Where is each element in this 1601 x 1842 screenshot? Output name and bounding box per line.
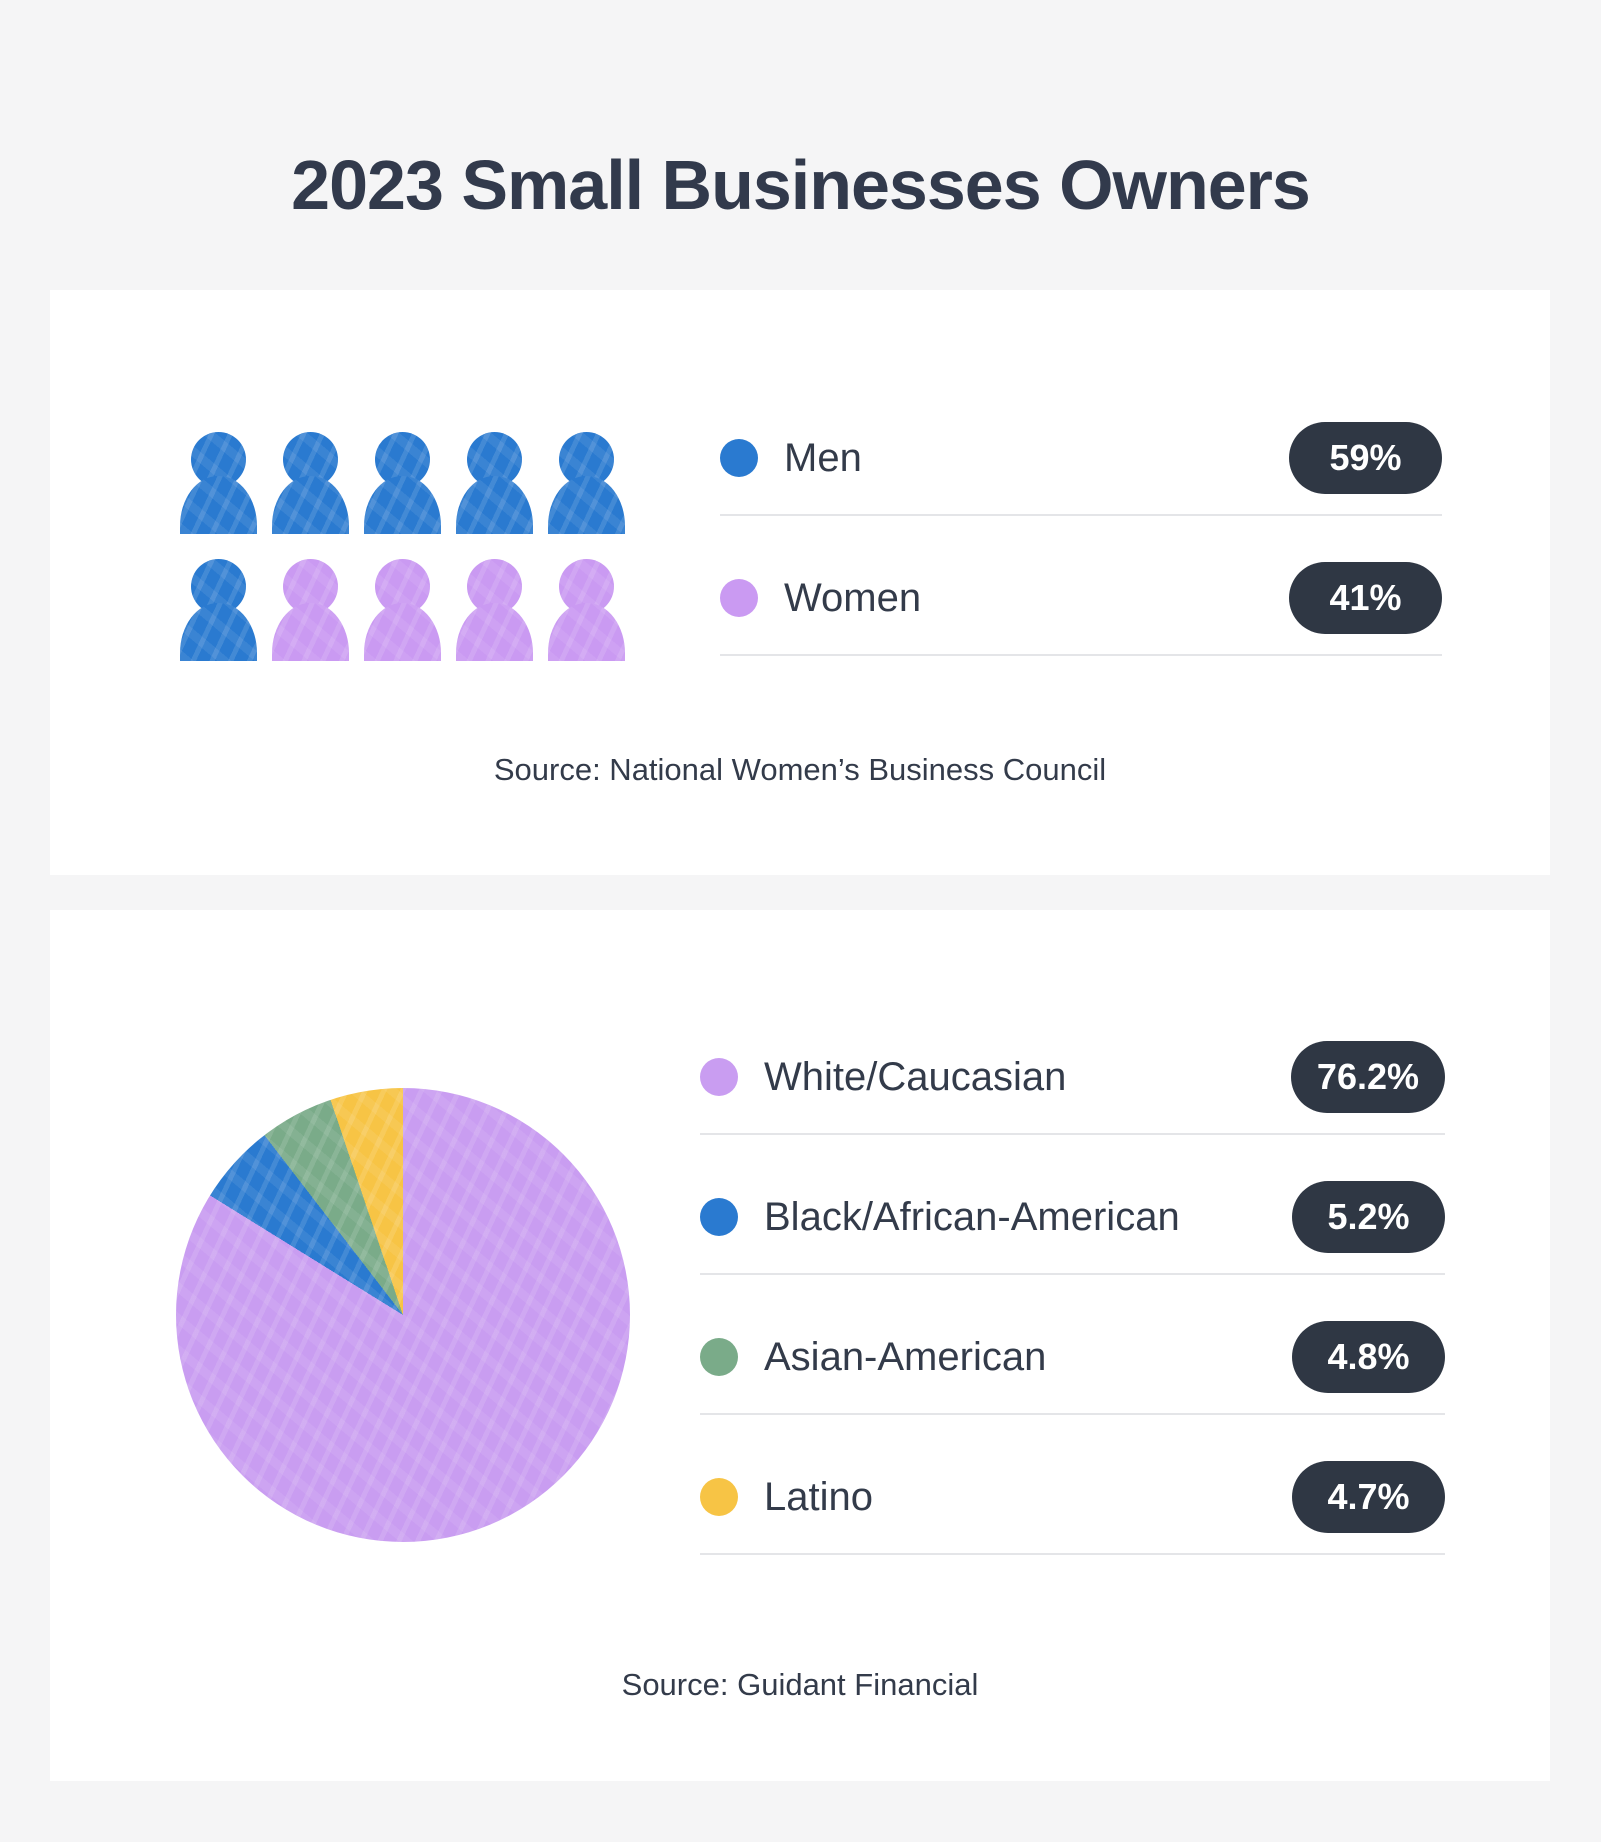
value-pill-badge: 4.7% [1292,1461,1445,1533]
legend-divider [700,1553,1445,1555]
legend-row: Asian-American 4.8% [700,1301,1445,1413]
man-person-icon [180,559,257,661]
legend-row: White/Caucasian 76.2% [700,1021,1445,1133]
legend-divider [720,654,1442,656]
value-pill-badge: 59% [1289,422,1442,494]
gender-source-text: Source: National Women’s Business Counci… [493,752,1107,787]
ethnicity-pie-chart [176,1088,630,1542]
value-pill-badge: 4.8% [1292,1321,1445,1393]
ethnicity-legend: White/Caucasian 76.2% Black/African-Amer… [700,1021,1445,1581]
man-person-icon [548,432,625,534]
legend-dot-icon [700,1198,738,1236]
legend-row: Latino 4.7% [700,1441,1445,1553]
legend-row: Women 41% [720,542,1442,654]
gender-pictogram [180,432,632,661]
ethnicity-chart-card: White/Caucasian 76.2% Black/African-Amer… [50,910,1550,1781]
man-person-icon [456,432,533,534]
legend-dot-icon [720,579,758,617]
legend-dot-icon [700,1338,738,1376]
value-pill-badge: 76.2% [1290,1041,1445,1113]
woman-person-icon [364,559,441,661]
legend-dot-icon [720,439,758,477]
legend-label: Asian-American [764,1334,1047,1379]
legend-row: Black/African-American 5.2% [700,1161,1445,1273]
man-person-icon [272,432,349,534]
gender-legend: Men 59% Women 41% [720,402,1442,682]
legend-divider [720,514,1442,516]
woman-person-icon [548,559,625,661]
man-person-icon [364,432,441,534]
woman-person-icon [456,559,533,661]
man-person-icon [180,432,257,534]
value-pill-badge: 5.2% [1292,1181,1445,1253]
legend-label: Men [784,435,862,480]
legend-divider [700,1273,1445,1275]
page-title: 2023 Small Businesses Owners [291,145,1311,224]
legend-label: Women [784,575,922,620]
value-pill-badge: 41% [1289,562,1442,634]
ethnicity-source-text: Source: Guidant Financial [621,1667,979,1702]
legend-divider [700,1133,1445,1135]
legend-label: Black/African-American [764,1194,1180,1239]
woman-person-icon [272,559,349,661]
legend-label: White/Caucasian [764,1054,1067,1099]
legend-label: Latino [764,1474,873,1519]
legend-row: Men 59% [720,402,1442,514]
gender-chart-card: Men 59% Women 41% Source: National Women… [50,290,1550,875]
legend-dot-icon [700,1058,738,1096]
legend-divider [700,1413,1445,1415]
legend-dot-icon [700,1478,738,1516]
